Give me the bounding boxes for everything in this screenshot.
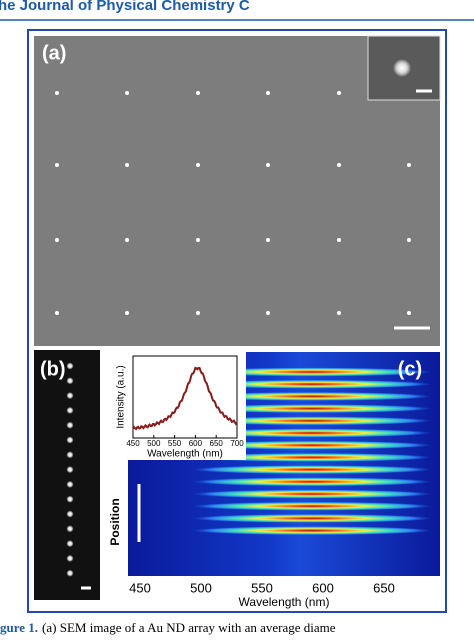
stripe bbox=[192, 513, 432, 523]
nanodisk bbox=[407, 238, 411, 242]
stripe bbox=[192, 526, 432, 536]
spot bbox=[66, 569, 74, 577]
spot bbox=[66, 510, 74, 518]
spot bbox=[66, 362, 74, 370]
spot bbox=[66, 525, 74, 533]
inset-tick-label: 450 bbox=[126, 439, 140, 448]
nanodisk bbox=[55, 238, 59, 242]
spot bbox=[66, 436, 74, 444]
nanodisk bbox=[407, 311, 411, 315]
spot bbox=[66, 406, 74, 414]
spot bbox=[66, 495, 74, 503]
nanodisk bbox=[55, 163, 59, 167]
spot bbox=[66, 392, 74, 400]
inset-tick-label: 600 bbox=[189, 439, 203, 448]
x-tick-label: 600 bbox=[312, 580, 334, 595]
scattering-spots bbox=[66, 362, 74, 577]
nanodisk bbox=[55, 311, 59, 315]
stripe bbox=[192, 452, 432, 462]
nanodisk bbox=[196, 311, 200, 315]
spot bbox=[66, 480, 74, 488]
stripe bbox=[192, 416, 432, 426]
nanodisk bbox=[196, 91, 200, 95]
nanodisk bbox=[407, 163, 411, 167]
x-tick-label: 500 bbox=[190, 580, 212, 595]
nanodisk bbox=[266, 238, 270, 242]
nanodisk bbox=[337, 91, 341, 95]
stripe bbox=[192, 477, 432, 487]
nanodisk bbox=[196, 238, 200, 242]
stripe bbox=[192, 367, 432, 377]
stripe bbox=[192, 404, 432, 414]
spectra-stripes bbox=[192, 367, 432, 536]
panel-label: (a) bbox=[42, 42, 66, 64]
nanodisk bbox=[337, 311, 341, 315]
inset-y-axis-label: Intensity (a.u.) bbox=[116, 365, 127, 428]
stripe bbox=[192, 465, 432, 475]
spot bbox=[66, 540, 74, 548]
spot bbox=[66, 377, 74, 385]
panel-label: (c) bbox=[398, 358, 422, 380]
panel-label: (b) bbox=[40, 358, 66, 380]
spot bbox=[66, 451, 74, 459]
inset-tick-label: 550 bbox=[168, 439, 182, 448]
nanodisk bbox=[266, 91, 270, 95]
nanodisk bbox=[55, 91, 59, 95]
nanodisk bbox=[266, 311, 270, 315]
inset-spectrum bbox=[132, 366, 238, 431]
stripe bbox=[192, 379, 432, 389]
caption-text: (a) SEM image of a Au ND array with an a… bbox=[42, 620, 336, 635]
stripe bbox=[192, 440, 432, 450]
nanodisk bbox=[337, 238, 341, 242]
stripe bbox=[192, 489, 432, 499]
nanodisk bbox=[196, 163, 200, 167]
darkfield-image bbox=[34, 350, 100, 600]
nanodisk bbox=[337, 163, 341, 167]
x-tick-label: 650 bbox=[373, 580, 395, 595]
inset-tick-label: 700 bbox=[230, 439, 244, 448]
spot bbox=[66, 466, 74, 474]
y-axis-label: Position bbox=[108, 498, 122, 545]
nanodisk bbox=[125, 163, 129, 167]
nanodisk bbox=[266, 163, 270, 167]
x-axis-label: Wavelength (nm) bbox=[239, 595, 330, 609]
nanodisk-array bbox=[55, 91, 411, 315]
stripe bbox=[192, 391, 432, 401]
stripe bbox=[192, 428, 432, 438]
x-tick-label: 550 bbox=[251, 580, 273, 595]
x-tick-label: 450 bbox=[129, 580, 151, 595]
journal-header: he Journal of Physical Chemistry C bbox=[0, 0, 250, 14]
spot bbox=[66, 421, 74, 429]
caption: gure 1. (a) SEM image of a Au ND array wi… bbox=[0, 620, 336, 635]
nanodisk bbox=[125, 91, 129, 95]
inset-disk bbox=[393, 59, 411, 77]
stripe bbox=[192, 501, 432, 511]
inset-tick-label: 500 bbox=[147, 439, 161, 448]
inset-x-axis-label: Wavelength (nm) bbox=[147, 449, 223, 460]
x-ticks: 450 500 550 600 650 bbox=[129, 580, 395, 595]
spot bbox=[66, 554, 74, 562]
caption-label: gure 1. bbox=[0, 620, 38, 635]
inset-tick-label: 650 bbox=[210, 439, 224, 448]
inset-x-ticks: 450 500 550 600 650 700 bbox=[126, 435, 244, 448]
inset-plot-frame bbox=[132, 355, 238, 439]
nanodisk bbox=[125, 238, 129, 242]
nanodisk bbox=[125, 311, 129, 315]
